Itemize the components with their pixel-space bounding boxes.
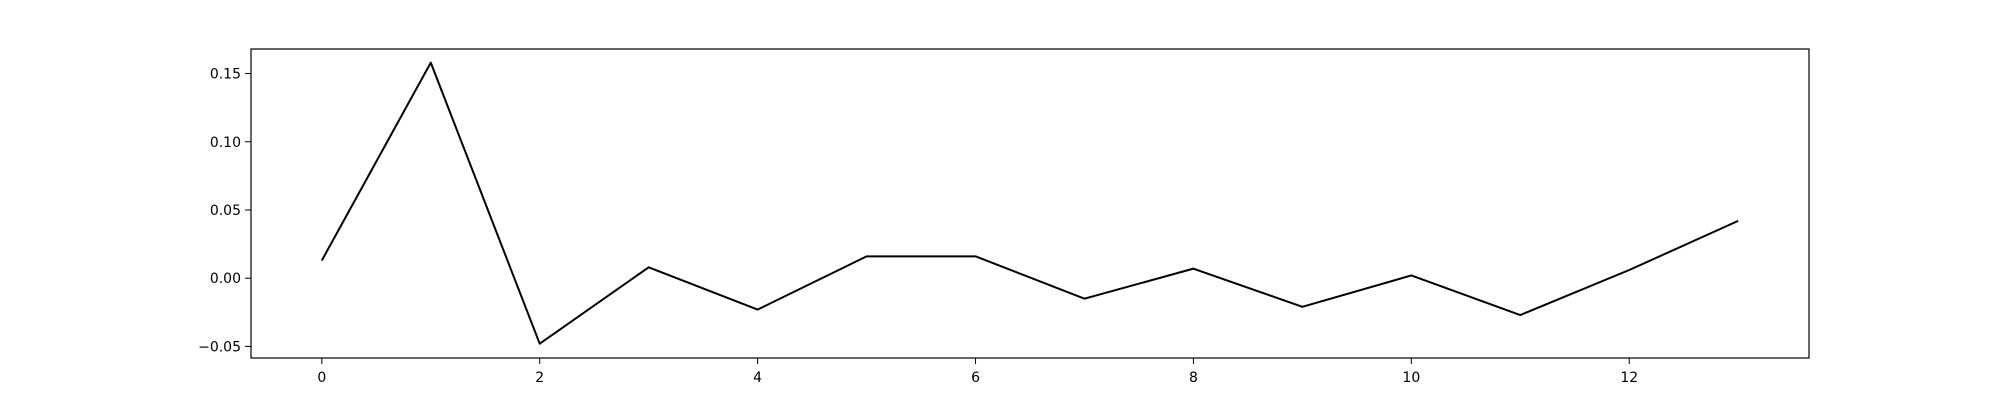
y-axis: −0.05 0.00 0.05 0.10 0.15 [198,67,251,355]
x-tick-label: 10 [1402,370,1420,386]
x-tick-label: 8 [1189,370,1198,386]
series-line [320,61,1739,345]
x-tick-label: 2 [535,370,544,386]
y-tick-label: 0.10 [210,135,241,151]
y-tick-label: −0.05 [198,339,241,355]
y-tick-label: 0.15 [210,67,241,83]
x-tick-label: 12 [1620,370,1638,386]
x-tick-label: 0 [317,370,326,386]
x-axis: 0 2 4 6 8 10 12 [317,358,1638,386]
plot-frame [250,48,1810,359]
y-tick-label: 0.05 [210,203,241,219]
x-tick-label: 6 [971,370,980,386]
y-tick-label: 0.00 [210,271,241,287]
x-tick-label: 4 [753,370,762,386]
